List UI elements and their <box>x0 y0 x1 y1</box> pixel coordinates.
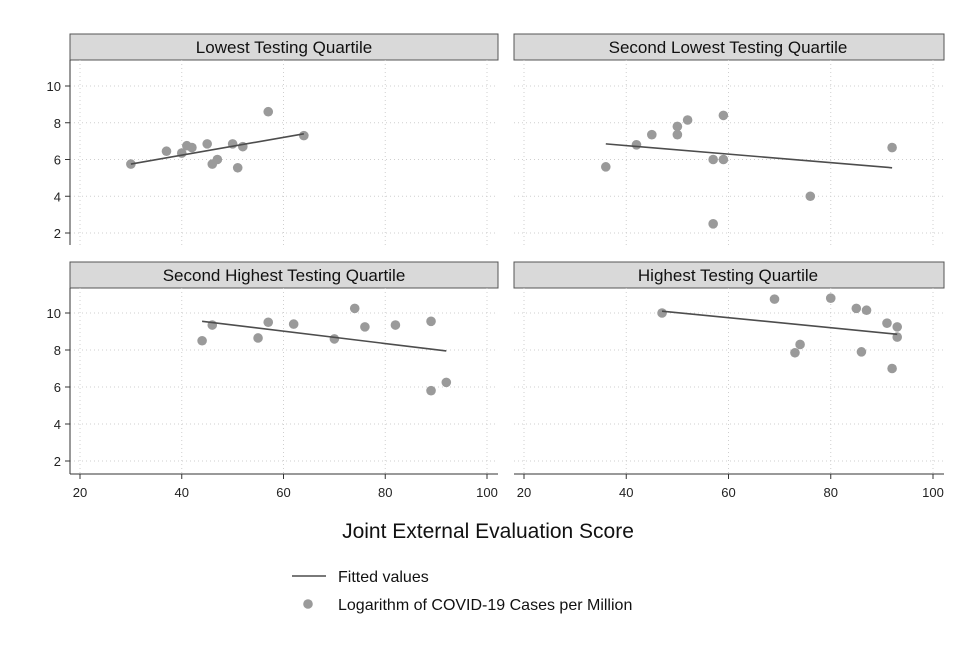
y-tick-label: 2 <box>54 226 61 241</box>
data-point <box>769 294 780 304</box>
x-tick-label: 100 <box>476 485 498 500</box>
data-point <box>851 303 862 314</box>
panel-1: Lowest Testing Quartile 2 4 6 8 10 <box>47 33 499 245</box>
data-point <box>390 320 401 330</box>
data-point <box>708 219 718 229</box>
data-point <box>718 154 729 165</box>
data-point <box>657 308 667 318</box>
data-point <box>349 303 360 314</box>
x-tick-label: 100 <box>922 485 944 500</box>
y-tick-label: 2 <box>54 454 61 469</box>
data-point <box>232 162 243 173</box>
data-point <box>887 363 897 374</box>
legend-points-swatch <box>303 599 313 609</box>
data-point <box>441 377 452 388</box>
data-point <box>360 322 370 332</box>
data-point <box>718 110 729 121</box>
x-tick-label: 60 <box>721 485 735 500</box>
data-point <box>672 121 683 132</box>
x-tick-label: 20 <box>73 485 87 500</box>
fitted-line <box>661 310 898 336</box>
data-point <box>795 339 805 350</box>
y-tick-label: 8 <box>54 343 61 358</box>
data-point <box>212 154 223 165</box>
data-point <box>161 146 172 157</box>
panel-title-box <box>513 261 945 289</box>
fitted-line <box>130 132 304 165</box>
data-point <box>197 335 207 346</box>
data-point <box>708 154 718 165</box>
data-point <box>601 162 611 172</box>
y-tick-label: 10 <box>47 306 61 321</box>
data-point <box>426 316 436 327</box>
data-point <box>805 191 816 202</box>
data-point <box>790 347 800 358</box>
data-point <box>187 142 197 153</box>
data-point <box>856 347 867 357</box>
y-tick-label: 4 <box>54 189 61 204</box>
fitted-line <box>202 320 447 352</box>
panel-title-box <box>513 33 945 61</box>
data-point <box>631 140 642 150</box>
panel-title-box <box>69 33 499 61</box>
data-point <box>825 293 836 304</box>
panel-4: Highest Testing Quartile 20 40 60 80 100 <box>513 261 945 500</box>
data-point <box>426 385 436 396</box>
data-point <box>263 317 274 328</box>
legend-fitted-label: Fitted values <box>338 569 429 586</box>
data-point <box>263 106 274 117</box>
data-point <box>288 319 299 329</box>
data-point <box>299 130 309 141</box>
x-tick-label: 40 <box>619 485 633 500</box>
panel-2: Second Lowest Testing Quartile <box>513 33 945 245</box>
y-tick-label: 6 <box>54 153 61 168</box>
data-point <box>672 129 683 140</box>
data-point <box>682 115 693 125</box>
x-tick-label: 80 <box>824 485 838 500</box>
x-tick-label: 20 <box>517 485 531 500</box>
y-tick-label: 8 <box>54 116 61 131</box>
legend-points-label: Logarithm of COVID-19 Cases per Million <box>338 597 632 614</box>
y-tick-label: 10 <box>47 79 61 94</box>
x-tick-label: 80 <box>378 485 392 500</box>
x-tick-label: 40 <box>175 485 189 500</box>
y-tick-label: 6 <box>54 380 61 395</box>
panel-title-box <box>69 261 499 289</box>
panel-3: Second Highest Testing Quartile 2 4 6 8 10 20 4… <box>47 261 499 500</box>
data-point <box>861 305 872 316</box>
legend: Fitted values Logarithm of COVID-19 Cases… <box>292 569 632 614</box>
data-point <box>329 334 340 344</box>
x-axis-title: Joint External Evaluation Score <box>342 520 634 543</box>
panel-title: Lowest Testing Quartile <box>196 38 372 57</box>
data-point <box>882 318 892 328</box>
data-point <box>202 139 212 149</box>
data-point <box>892 322 903 332</box>
data-point <box>647 129 657 140</box>
panel-title: Highest Testing Quartile <box>638 266 818 285</box>
panel-title: Second Lowest Testing Quartile <box>609 38 848 57</box>
fitted-line <box>605 143 893 169</box>
data-point <box>887 142 897 153</box>
y-tick-label: 4 <box>54 417 61 432</box>
x-tick-label: 60 <box>276 485 290 500</box>
data-point <box>253 333 263 343</box>
panel-title: Second Highest Testing Quartile <box>163 266 406 285</box>
